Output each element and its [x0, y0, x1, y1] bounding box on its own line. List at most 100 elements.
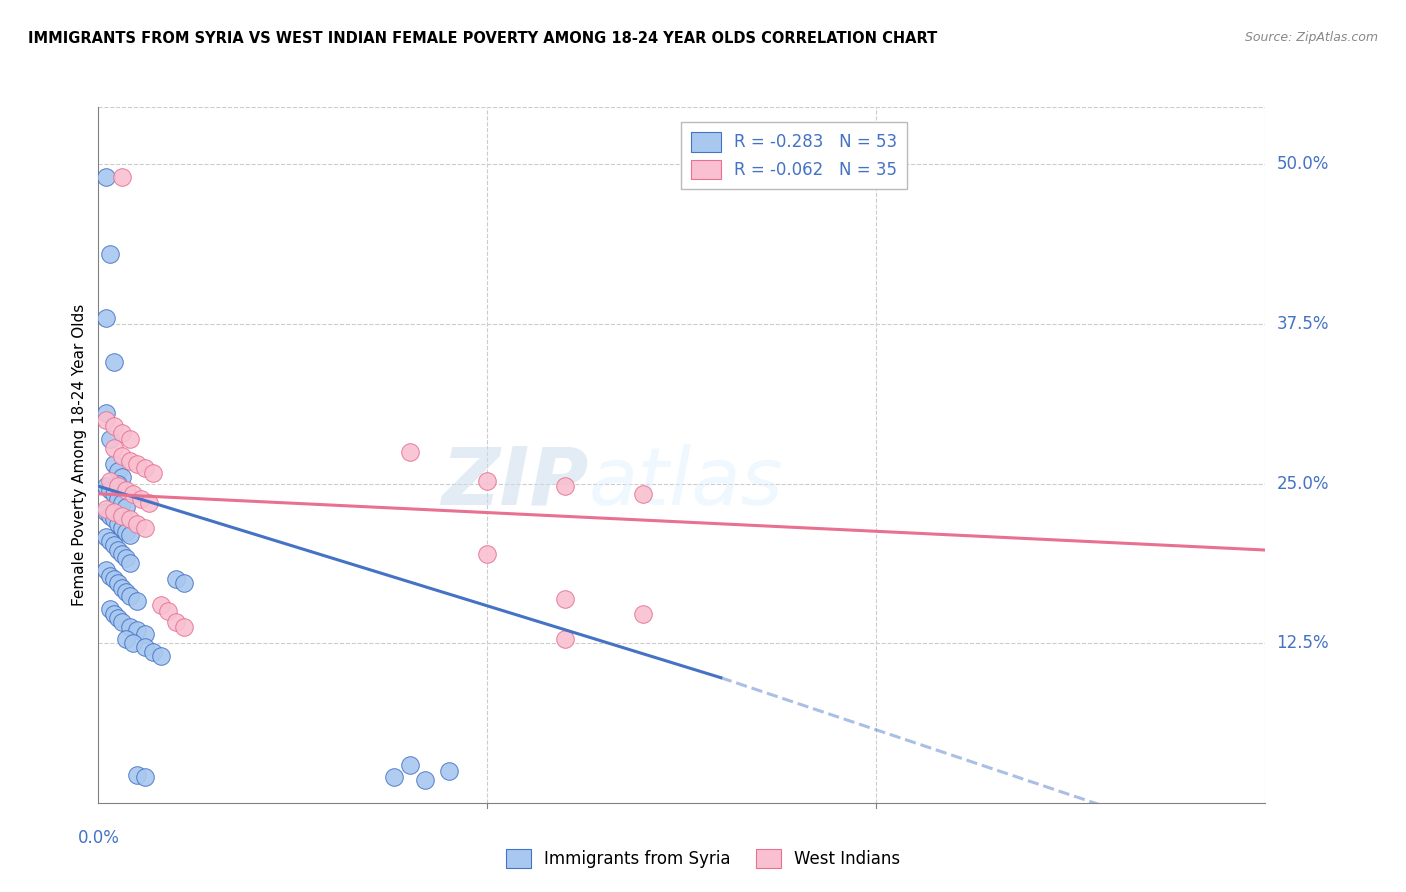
Point [103, 538, 125, 552]
Point [98, 534, 121, 549]
Point [114, 632, 136, 647]
Point [96, 310, 118, 325]
Point [103, 441, 125, 455]
Point [118, 453, 141, 467]
Point [165, 573, 187, 587]
Point [96, 170, 118, 185]
Point [111, 496, 134, 510]
Point [134, 640, 156, 654]
Point [554, 591, 576, 606]
Point [149, 648, 172, 663]
Point [127, 768, 149, 782]
Text: ZIP: ZIP [441, 443, 589, 522]
Text: 0.0%: 0.0% [77, 830, 120, 847]
Text: atlas: atlas [589, 443, 783, 522]
Point [103, 607, 125, 621]
Text: 37.5%: 37.5% [1277, 315, 1329, 333]
Point [96, 505, 118, 519]
Point [122, 487, 145, 501]
Point [96, 564, 118, 578]
Point [173, 576, 195, 591]
Text: 12.5%: 12.5% [1277, 634, 1329, 652]
Point [398, 444, 420, 458]
Point [118, 619, 141, 633]
Point [554, 479, 576, 493]
Point [142, 467, 165, 481]
Point [98, 601, 121, 615]
Text: Source: ZipAtlas.com: Source: ZipAtlas.com [1244, 31, 1378, 45]
Point [631, 487, 654, 501]
Point [477, 474, 499, 488]
Point [118, 556, 141, 570]
Point [114, 483, 136, 497]
Point [111, 582, 134, 596]
Point [98, 247, 121, 261]
Point [382, 770, 405, 784]
Point [129, 491, 152, 506]
Point [134, 627, 156, 641]
Point [114, 525, 136, 540]
Point [96, 502, 118, 516]
Point [127, 594, 149, 608]
Point [107, 517, 129, 532]
Point [122, 636, 145, 650]
Point [114, 550, 136, 565]
Point [103, 355, 125, 369]
Text: 50.0%: 50.0% [1277, 155, 1329, 173]
Point [118, 432, 141, 446]
Point [96, 530, 118, 544]
Point [111, 521, 134, 535]
Point [107, 576, 129, 591]
Point [134, 521, 156, 535]
Point [127, 624, 149, 638]
Point [127, 517, 149, 532]
Point [437, 764, 460, 778]
Point [142, 645, 165, 659]
Point [118, 512, 141, 526]
Text: 25.0%: 25.0% [1277, 475, 1329, 492]
Point [554, 632, 576, 647]
Point [98, 483, 121, 497]
Y-axis label: Female Poverty Among 18-24 Year Olds: Female Poverty Among 18-24 Year Olds [72, 304, 87, 606]
Point [111, 547, 134, 561]
Point [157, 604, 180, 618]
Point [103, 512, 125, 526]
Point [103, 573, 125, 587]
Legend: R = -0.283   N = 53, R = -0.062   N = 35: R = -0.283 N = 53, R = -0.062 N = 35 [681, 122, 907, 189]
Point [98, 474, 121, 488]
Point [111, 425, 134, 440]
Point [118, 589, 141, 603]
Point [114, 585, 136, 599]
Point [107, 464, 129, 478]
Point [111, 170, 134, 185]
Point [114, 500, 136, 514]
Point [149, 598, 172, 612]
Point [103, 419, 125, 434]
Point [107, 610, 129, 624]
Legend: Immigrants from Syria, West Indians: Immigrants from Syria, West Indians [499, 843, 907, 875]
Point [107, 543, 129, 558]
Point [134, 770, 156, 784]
Point [98, 568, 121, 582]
Point [111, 470, 134, 484]
Point [134, 461, 156, 475]
Point [165, 615, 187, 629]
Point [477, 547, 499, 561]
Point [173, 619, 195, 633]
Point [413, 772, 436, 787]
Point [111, 449, 134, 463]
Point [127, 458, 149, 472]
Point [96, 406, 118, 420]
Point [398, 757, 420, 772]
Point [103, 458, 125, 472]
Point [107, 476, 129, 491]
Point [96, 413, 118, 427]
Text: IMMIGRANTS FROM SYRIA VS WEST INDIAN FEMALE POVERTY AMONG 18-24 YEAR OLDS CORREL: IMMIGRANTS FROM SYRIA VS WEST INDIAN FEM… [28, 31, 938, 46]
Point [111, 615, 134, 629]
Point [138, 496, 160, 510]
Point [103, 505, 125, 519]
Point [98, 432, 121, 446]
Point [107, 491, 129, 506]
Point [631, 607, 654, 621]
Point [98, 508, 121, 523]
